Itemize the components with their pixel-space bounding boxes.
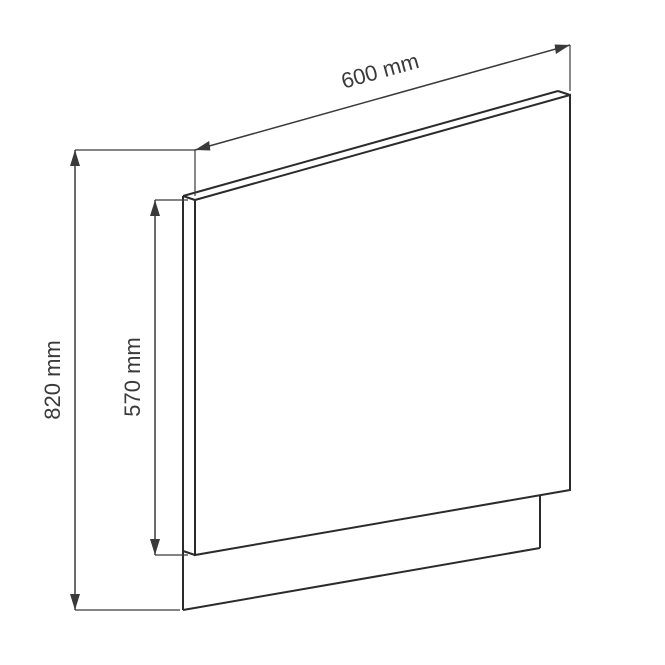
technical-drawing: 600 mm 570 mm 820 mm [0, 0, 665, 665]
dimension-overall-height: 820 mm [40, 150, 195, 610]
front-panel [195, 95, 570, 555]
dimension-front-height: 570 mm [120, 200, 188, 555]
dimension-front-height-label: 570 mm [120, 337, 145, 416]
panel-thickness [183, 91, 570, 555]
dimension-width: 600 mm [195, 45, 570, 197]
dimension-overall-height-label: 820 mm [40, 340, 65, 419]
dimension-width-label: 600 mm [338, 48, 421, 93]
base-strip [183, 495, 540, 610]
